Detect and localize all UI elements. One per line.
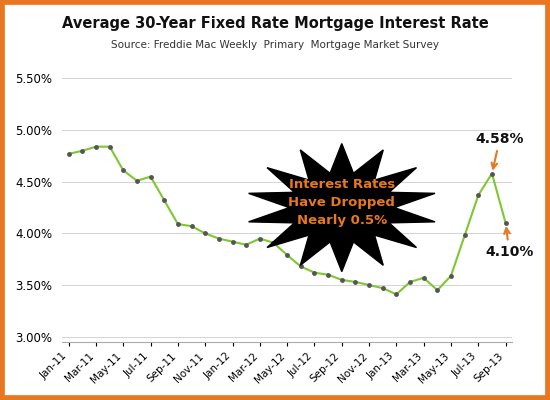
Text: Average 30-Year Fixed Rate Mortgage Interest Rate: Average 30-Year Fixed Rate Mortgage Inte… (62, 16, 488, 31)
Text: Interest Rates
Have Dropped
Nearly 0.5%: Interest Rates Have Dropped Nearly 0.5% (288, 178, 395, 227)
Text: 4.10%: 4.10% (485, 228, 534, 259)
Text: 4.58%: 4.58% (476, 132, 524, 168)
Text: Source: Freddie Mac Weekly  Primary  Mortgage Market Survey: Source: Freddie Mac Weekly Primary Mortg… (111, 40, 439, 50)
Polygon shape (249, 144, 435, 272)
